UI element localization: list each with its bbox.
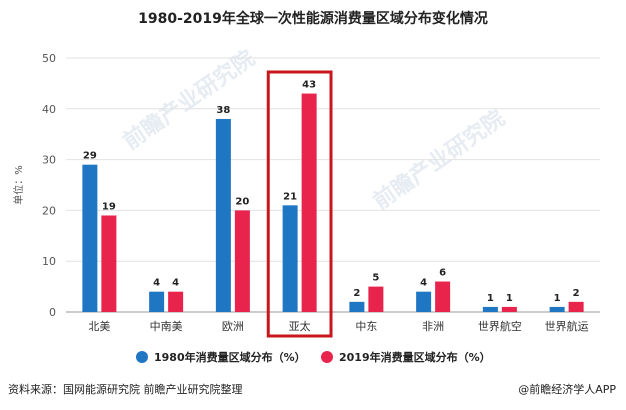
data-label: 20 [235, 196, 249, 207]
data-label: 1 [554, 293, 561, 304]
bar [549, 306, 565, 312]
source-note: 资料来源：国网能源研究院 前瞻产业研究院整理 [8, 383, 243, 396]
bar [82, 164, 98, 312]
legend-marker [321, 351, 333, 363]
bar [568, 301, 584, 312]
category-labels: 北美 中南美 欧洲 亚太 中东 非洲 世界航空 世界航运 [88, 319, 588, 333]
y-axis-label: 单位：% [12, 165, 25, 205]
highlight-box [266, 70, 333, 338]
data-label: 43 [302, 80, 316, 91]
legend: 1980年消费量区域分布（%） 2019年消费量区域分布（%） [136, 350, 491, 364]
y-tick-label: 0 [49, 306, 56, 319]
bar [501, 306, 517, 312]
data-label: 4 [153, 278, 160, 289]
data-label: 19 [102, 201, 116, 212]
data-label: 29 [83, 151, 97, 162]
data-label: 2 [353, 288, 360, 299]
y-tick-label: 50 [42, 52, 56, 65]
gridlines [66, 57, 600, 313]
bar [149, 291, 165, 312]
data-label: 1 [506, 293, 513, 304]
bars [82, 93, 584, 313]
bar [416, 291, 432, 312]
category-label: 中南美 [150, 320, 183, 333]
category-label: 欧洲 [222, 320, 244, 333]
chart-title: 1980-2019年全球一次性能源消费量区域分布变化情况 [138, 11, 488, 27]
bar [435, 281, 451, 312]
category-label: 非洲 [422, 320, 444, 333]
bar [349, 301, 365, 312]
watermark-text: 前瞻产业研究院 [119, 45, 260, 155]
y-axis-ticks: 0 10 20 30 40 50 [42, 52, 56, 319]
data-label: 6 [439, 268, 446, 279]
y-tick-label: 30 [42, 154, 56, 167]
data-label: 2 [573, 288, 580, 299]
value-labels: 29 19 4 4 38 20 21 43 2 5 4 6 1 1 1 2 [83, 80, 580, 304]
y-tick-label: 20 [42, 204, 56, 217]
legend-marker [136, 351, 148, 363]
legend-label: 1980年消费量区域分布（%） [154, 350, 306, 364]
data-label: 21 [283, 191, 297, 202]
bar [101, 215, 117, 312]
bar [282, 205, 298, 312]
bar [482, 306, 498, 312]
data-label: 1 [487, 293, 494, 304]
bar [301, 93, 317, 312]
category-label: 中东 [355, 320, 377, 333]
category-label: 世界航空 [478, 319, 522, 333]
data-label: 4 [172, 278, 179, 289]
y-tick-label: 10 [42, 255, 56, 268]
bar [368, 286, 384, 312]
y-tick-label: 40 [42, 103, 56, 116]
category-label: 亚太 [289, 320, 311, 333]
data-label: 5 [372, 273, 379, 284]
category-label: 北美 [88, 320, 110, 333]
data-label: 4 [420, 278, 427, 289]
data-label: 38 [216, 105, 230, 116]
bar [234, 210, 250, 312]
bar [215, 118, 231, 313]
category-label: 世界航运 [545, 319, 589, 333]
legend-label: 2019年消费量区域分布（%） [339, 350, 491, 364]
brand-credit: @前瞻经济学人APP [518, 383, 616, 396]
bar [168, 291, 184, 312]
